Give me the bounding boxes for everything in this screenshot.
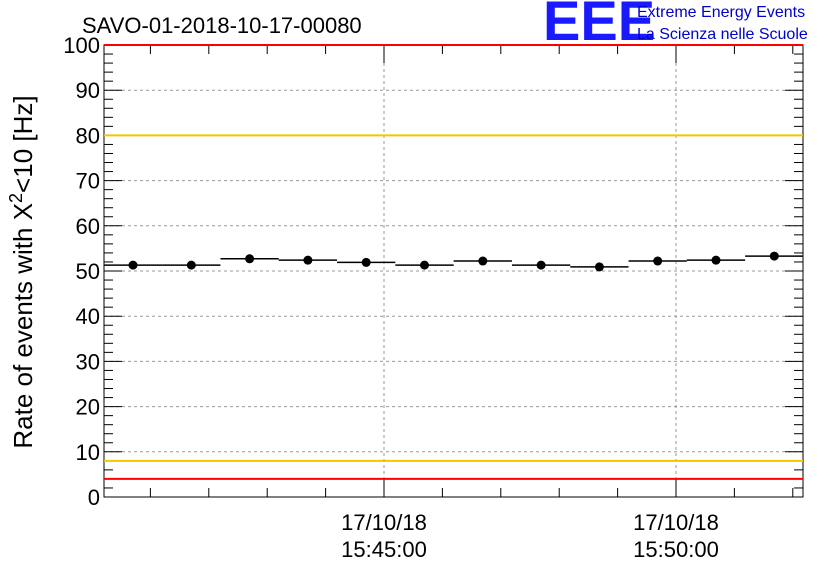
x-tick-label-time: 15:50:00 [633,537,719,562]
y-tick-label: 40 [76,304,100,329]
y-tick-label: 30 [76,349,100,374]
y-tick-label: 60 [76,214,100,239]
y-tick-label: 80 [76,123,100,148]
y-tick-label: 20 [76,395,100,420]
x-tick-label-date: 17/10/18 [633,510,719,535]
y-axis-label: Rate of events with X2<10 [Hz] [6,95,38,448]
y-tick-label: 100 [63,33,100,58]
y-tick-label: 0 [88,485,100,510]
data-point [769,251,779,261]
chart-title: SAVO-01-2018-10-17-00080 [82,13,362,38]
data-point [245,254,255,264]
data-point [594,262,604,272]
logo-line1: Extreme Energy Events [637,4,805,21]
x-tick-label-date: 17/10/18 [341,510,427,535]
data-point [420,260,429,270]
logo-mark: EEE [543,0,655,52]
y-tick-label: 10 [76,440,100,465]
data-point [536,260,546,270]
data-point [361,257,371,267]
data-point [128,260,138,270]
y-tick-label: 70 [76,169,100,194]
data-point [303,255,313,265]
logo-line2: La Scienza nelle Scuole [637,26,808,43]
data-point [653,256,663,266]
plot-area: 010203040506070809010017/10/1815:45:0017… [63,33,804,562]
data-point [478,256,488,266]
data-point [711,255,721,265]
x-tick-label-time: 15:45:00 [341,537,427,562]
eee-logo: EEE Extreme Energy Events La Scienza nel… [543,0,808,52]
y-tick-label: 50 [76,259,100,284]
data-point [186,260,196,270]
y-tick-label: 90 [76,78,100,103]
